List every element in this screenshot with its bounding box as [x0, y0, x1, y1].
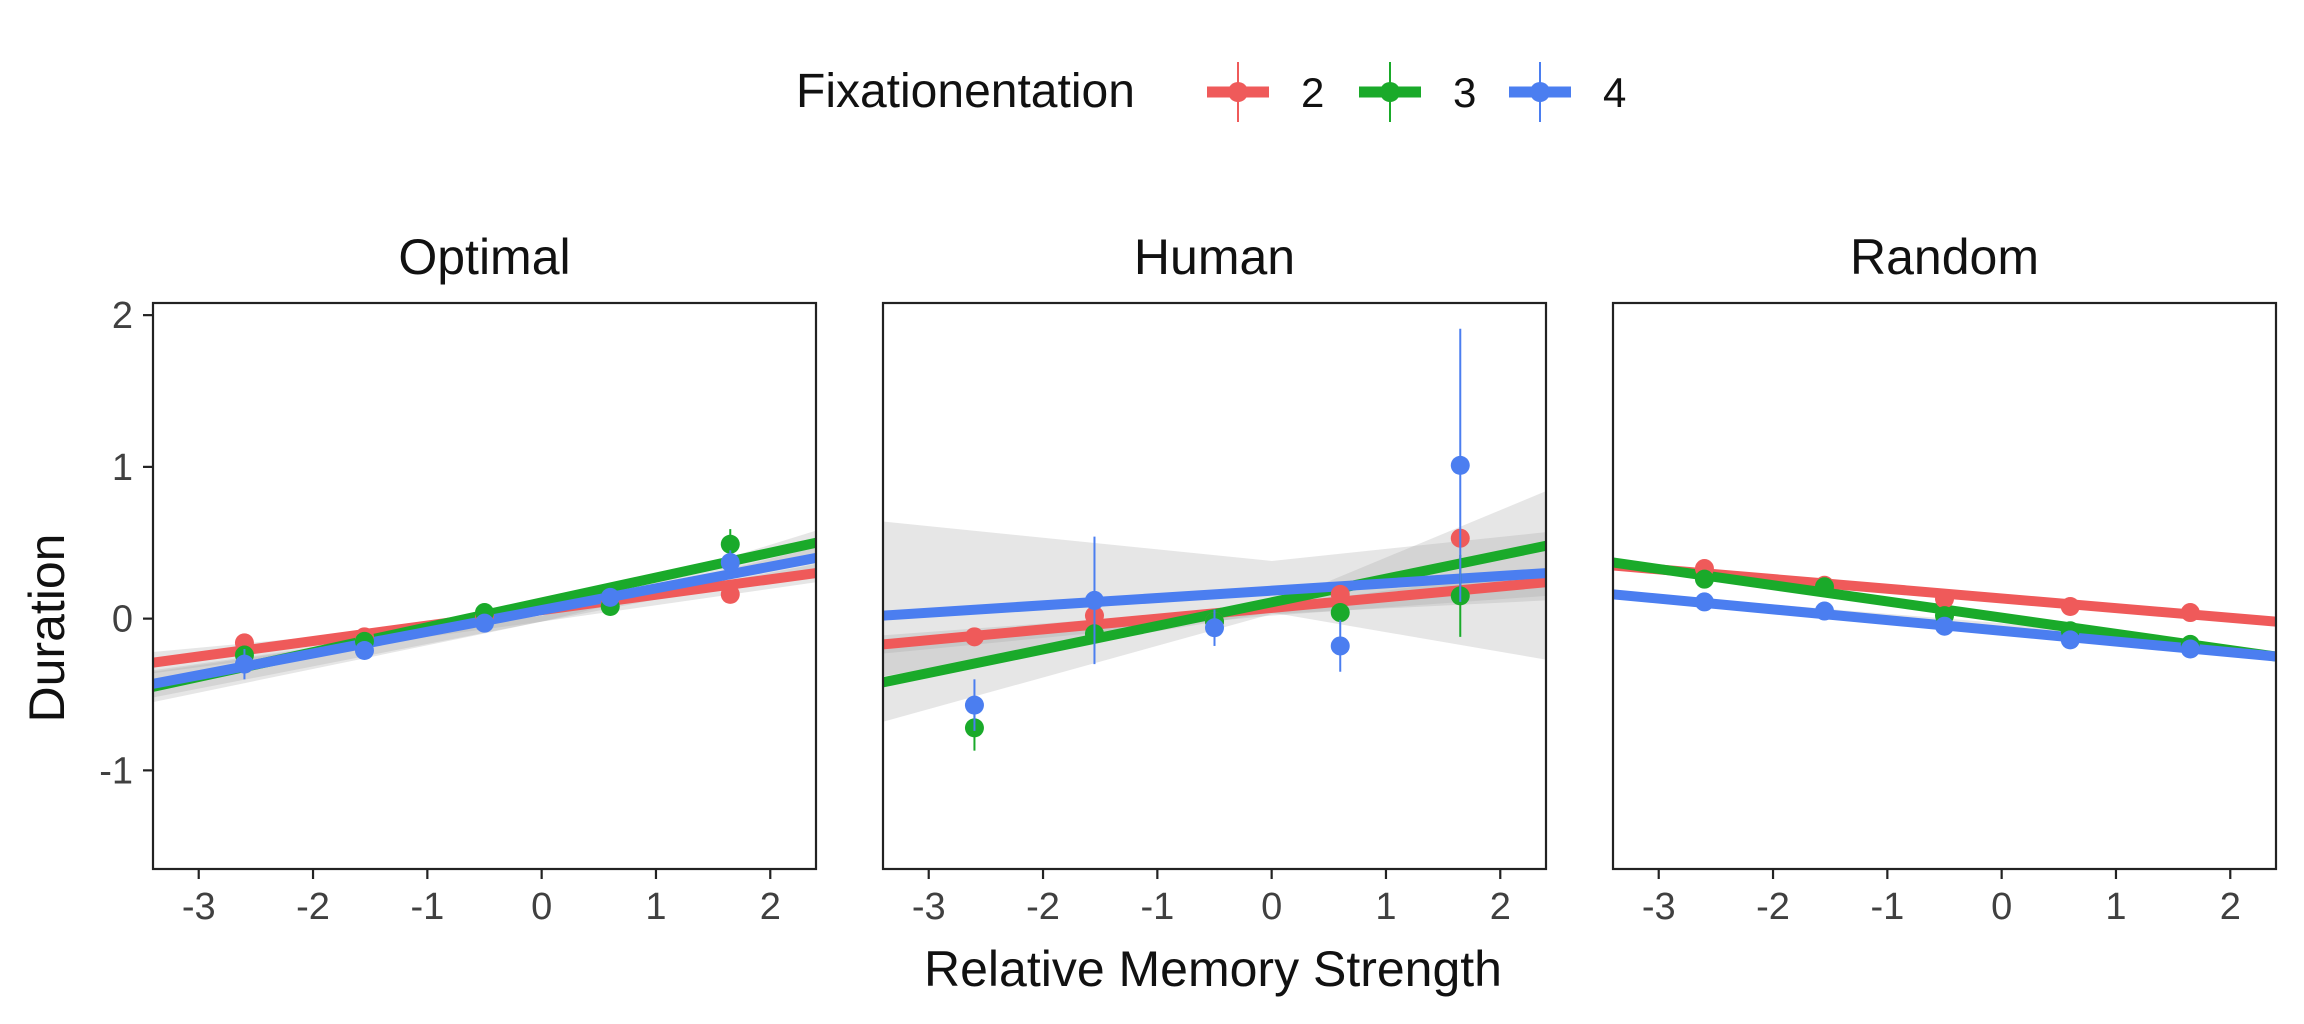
- data-point-2: [2060, 596, 2080, 616]
- x-tick-label: 0: [1991, 886, 2012, 928]
- plot-area: [883, 328, 1546, 751]
- legend-swatch-point: [1380, 82, 1400, 102]
- y-tick-label: 0: [112, 599, 133, 641]
- panel-optimal: Optimal -3 -2 -1 0 1 2 -1 0 1 2: [99, 229, 818, 928]
- data-point-4: [1330, 636, 1350, 656]
- x-tick-label: -3: [912, 886, 946, 928]
- data-point-4: [1935, 616, 1954, 636]
- data-point-3: [1330, 603, 1350, 623]
- data-point-4: [475, 613, 494, 633]
- x-tick-label: 0: [1261, 886, 1282, 928]
- y-tick-label: 1: [112, 447, 133, 489]
- x-tick-label: 2: [1490, 886, 1511, 928]
- panel-human: Human -3 -2 -1 0 1 2: [881, 229, 1548, 928]
- x-tick-label: 0: [531, 886, 552, 928]
- data-point-4: [354, 640, 374, 660]
- x-tick-label: -3: [182, 886, 216, 928]
- panel-random: Random -3 -2 -1 0 1 2: [1611, 229, 2278, 928]
- data-point-2: [1330, 584, 1350, 604]
- x-tick-label: -2: [1756, 886, 1790, 928]
- data-point-2: [964, 627, 984, 647]
- y-axis-label: Duration: [19, 534, 75, 723]
- data-point-4: [600, 587, 620, 607]
- x-tick-label: -2: [1026, 886, 1060, 928]
- x-tick-label: 1: [2105, 886, 2126, 928]
- data-point-3: [1814, 577, 1834, 597]
- x-tick-label: 1: [645, 886, 666, 928]
- plot-area: [153, 529, 816, 703]
- fit-line-4: [883, 568, 1546, 621]
- x-tick-label: -2: [296, 886, 330, 928]
- x-tick-label: 1: [1375, 886, 1396, 928]
- legend-swatch-point: [1228, 82, 1248, 102]
- data-point-4: [1084, 590, 1104, 610]
- legend-label: 4: [1603, 69, 1626, 116]
- data-point-4: [2060, 630, 2080, 650]
- legend-title: Fixationentation: [796, 65, 1135, 118]
- data-point-4: [1450, 455, 1470, 475]
- panel-title: Human: [1134, 229, 1295, 285]
- data-point-2: [2180, 603, 2200, 623]
- legend-label: 2: [1301, 69, 1324, 116]
- confidence-band-4: [153, 547, 816, 698]
- data-point-2: [720, 584, 740, 604]
- legend-label: 3: [1453, 69, 1476, 116]
- data-point-4: [964, 695, 984, 715]
- panel-title: Random: [1850, 229, 2039, 285]
- legend-key-2: 2: [1207, 62, 1324, 122]
- legend-key-3: 3: [1359, 62, 1476, 122]
- panel-title: Optimal: [398, 229, 570, 285]
- confidence-band-3: [153, 530, 816, 703]
- panel-frame: [151, 301, 818, 871]
- y-tick-label: 2: [112, 295, 133, 337]
- plot-area: [1613, 557, 2276, 662]
- x-tick-label: -1: [1870, 886, 1904, 928]
- x-tick-label: -1: [1140, 886, 1174, 928]
- legend-swatch-point: [1530, 82, 1550, 102]
- data-point-3: [1694, 569, 1714, 589]
- panel-frame: [1611, 301, 2278, 871]
- data-point-4: [234, 654, 254, 674]
- y-tick-label: -1: [99, 750, 133, 792]
- data-point-3: [720, 534, 740, 554]
- x-axis-label: Relative Memory Strength: [924, 941, 1502, 997]
- x-tick-label: 2: [760, 886, 781, 928]
- legend-keys: 2 3 4: [1207, 62, 1626, 122]
- x-tick-label: -1: [410, 886, 444, 928]
- legend: Fixationentation 2 3 4: [796, 62, 1626, 122]
- data-point-4: [2180, 639, 2200, 659]
- panel-frame: [881, 301, 1548, 871]
- x-tick-label: -3: [1642, 886, 1676, 928]
- x-tick-label: 2: [2220, 886, 2241, 928]
- data-point-4: [1205, 618, 1224, 638]
- data-point-4: [1814, 601, 1834, 621]
- data-point-2: [1935, 589, 1954, 609]
- data-point-4: [720, 552, 740, 572]
- legend-key-4: 4: [1509, 62, 1626, 122]
- confidence-band-3: [883, 491, 1546, 722]
- data-point-4: [1694, 592, 1714, 612]
